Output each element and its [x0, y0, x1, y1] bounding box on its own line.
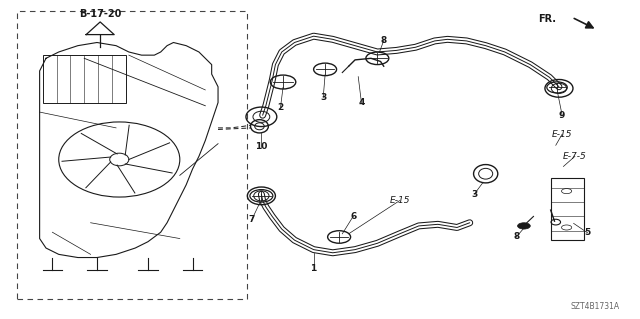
Text: 3: 3 [320, 93, 326, 102]
Text: 4: 4 [358, 98, 365, 107]
Text: 8: 8 [381, 36, 387, 45]
Text: 3: 3 [471, 190, 477, 199]
Text: 10: 10 [255, 142, 268, 151]
Text: 9: 9 [559, 111, 565, 120]
Text: 6: 6 [350, 212, 356, 221]
Text: E-7-5: E-7-5 [563, 152, 587, 161]
Bar [550, 178, 584, 240]
Bar [43, 55, 125, 103]
Text: 2: 2 [277, 103, 284, 112]
Text: 5: 5 [584, 228, 591, 237]
Ellipse shape [250, 120, 268, 133]
Circle shape [518, 223, 531, 229]
Text: 8: 8 [513, 233, 520, 241]
Text: SZT4B1731A: SZT4B1731A [570, 302, 620, 311]
Text: B-17-20: B-17-20 [79, 9, 122, 19]
Text: 7: 7 [248, 215, 255, 224]
Text: E-15: E-15 [389, 196, 410, 205]
Bar [17, 11, 246, 299]
Text: E-15: E-15 [552, 130, 572, 139]
Text: 1: 1 [310, 264, 317, 273]
Text: FR.: FR. [538, 14, 556, 24]
